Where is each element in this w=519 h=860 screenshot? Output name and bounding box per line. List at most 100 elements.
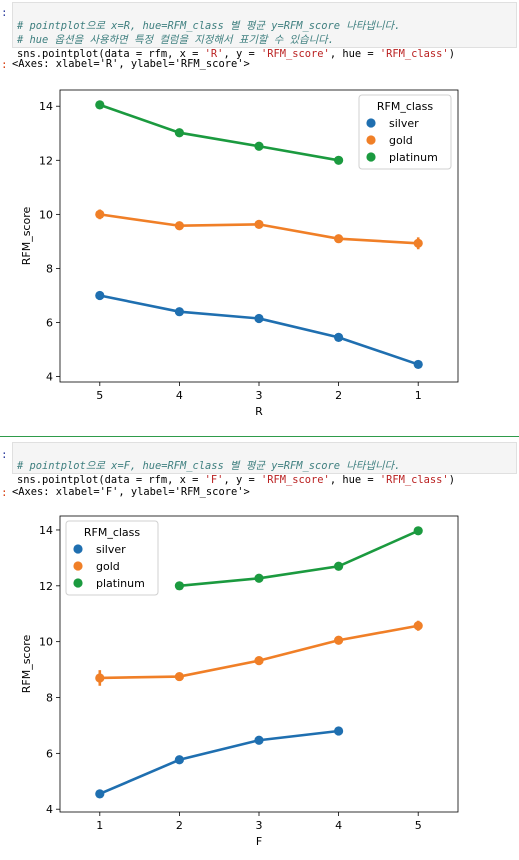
series-line-platinum <box>179 529 419 588</box>
legend-box <box>358 94 452 170</box>
output-text-2: <Axes: xlabel='F', ylabel='RFM_score'> <box>12 486 250 498</box>
output-prompt-2: : <box>1 486 8 499</box>
point-platinum <box>174 128 184 138</box>
point-silver <box>254 313 264 324</box>
legend-marker-platinum <box>73 578 83 588</box>
x-tick-label: 3 <box>256 389 263 402</box>
x-tick-label: 2 <box>335 389 342 402</box>
point-platinum <box>254 573 264 583</box>
code-call: , hue = <box>329 48 380 60</box>
output-text-1: <Axes: xlabel='R', ylabel='RFM_score'> <box>12 58 250 70</box>
y-axis-label: RFM_score <box>20 635 33 694</box>
code-string: 'R' <box>204 48 224 60</box>
y-tick-label: 4 <box>46 371 53 384</box>
point-gold <box>334 635 344 645</box>
point-platinum <box>334 561 344 571</box>
point-platinum <box>254 141 264 151</box>
point-gold <box>334 234 344 244</box>
y-tick-label: 8 <box>46 692 53 705</box>
y-tick-label: 4 <box>46 803 53 816</box>
point-platinum <box>174 581 184 591</box>
series-line-platinum <box>99 103 339 162</box>
code-string: 'RFM_class' <box>379 474 449 486</box>
code-string: 'F' <box>204 474 224 486</box>
x-tick-label: 5 <box>96 389 103 402</box>
point-gold <box>174 671 184 682</box>
output-prompt-1: : <box>1 58 8 71</box>
code-call: ) <box>448 48 455 60</box>
x-tick-label: 4 <box>335 819 342 832</box>
legend-title: RFM_class <box>377 100 434 113</box>
y-tick-label: 12 <box>39 154 53 167</box>
point-silver <box>413 359 423 370</box>
legend-label-silver: silver <box>389 117 419 130</box>
point-gold <box>95 209 105 219</box>
input-prompt-1: : <box>1 6 8 19</box>
code-call: , y = <box>223 474 261 486</box>
y-tick-label: 10 <box>39 636 53 649</box>
y-tick-label: 12 <box>39 580 53 593</box>
x-tick-label: 2 <box>176 819 183 832</box>
point-silver <box>334 332 344 342</box>
code-call: sns.pointplot(data = rfm, x = <box>17 48 205 60</box>
legend-marker-silver <box>366 118 376 128</box>
code-comment: # pointplot으로 x=F, hue=RFM_class 별 평균 y=… <box>17 460 401 472</box>
code-string: 'RFM_class' <box>379 48 449 60</box>
point-silver <box>254 735 264 745</box>
series-line-silver <box>99 729 339 796</box>
legend-label-platinum: platinum <box>389 151 438 164</box>
cell-divider <box>0 436 519 437</box>
point-gold <box>254 656 264 666</box>
point-silver <box>174 755 184 765</box>
x-tick-label: 1 <box>96 819 103 832</box>
point-platinum <box>334 155 344 165</box>
code-string: 'RFM_score' <box>261 48 330 60</box>
legend-marker-silver <box>73 544 83 554</box>
code-call: , hue = <box>329 474 380 486</box>
point-gold <box>174 221 184 231</box>
legend-marker-gold <box>366 135 376 145</box>
legend-label-silver: silver <box>96 543 126 556</box>
y-tick-label: 14 <box>39 100 53 113</box>
point-gold <box>95 673 105 683</box>
y-tick-label: 14 <box>39 524 53 537</box>
y-tick-label: 8 <box>46 262 53 275</box>
legend-title: RFM_class <box>84 526 141 539</box>
x-tick-label: 4 <box>176 389 183 402</box>
legend-label-platinum: platinum <box>96 577 145 590</box>
point-silver <box>174 307 184 317</box>
legend-marker-gold <box>73 561 83 571</box>
y-tick-label: 6 <box>46 317 53 330</box>
x-tick-label: 5 <box>415 819 422 832</box>
point-silver <box>95 290 105 301</box>
point-platinum <box>95 100 105 110</box>
point-gold <box>413 238 423 248</box>
code-call: ) <box>448 474 455 486</box>
legend-box <box>65 520 159 596</box>
legend-marker-platinum <box>366 152 376 162</box>
code-cell-2[interactable]: # pointplot으로 x=F, hue=RFM_class 별 평균 y=… <box>12 442 517 486</box>
point-gold <box>254 219 264 229</box>
y-axis-label: RFM_score <box>20 207 33 266</box>
code-call: sns.pointplot(data = rfm, x = <box>17 474 205 486</box>
code-call: , y = <box>223 48 261 60</box>
y-tick-label: 6 <box>46 747 53 760</box>
point-platinum <box>413 526 423 536</box>
y-tick-label: 10 <box>39 208 53 221</box>
x-axis-label: R <box>255 405 263 418</box>
x-axis-label: F <box>256 835 262 848</box>
x-tick-label: 3 <box>256 819 263 832</box>
code-string: 'RFM_score' <box>261 474 330 486</box>
point-silver <box>95 789 105 799</box>
code-comment: # hue 옵션을 사용하면 특정 컬럼을 지정해서 표기할 수 있습니다. <box>17 34 335 46</box>
code-cell-1[interactable]: # pointplot으로 x=R, hue=RFM_class 별 평균 y=… <box>12 2 517 60</box>
point-silver <box>334 726 344 736</box>
point-gold <box>413 621 423 631</box>
input-prompt-2: : <box>1 448 8 461</box>
code-comment: # pointplot으로 x=R, hue=RFM_class 별 평균 y=… <box>17 20 401 32</box>
legend-label-gold: gold <box>96 560 120 573</box>
